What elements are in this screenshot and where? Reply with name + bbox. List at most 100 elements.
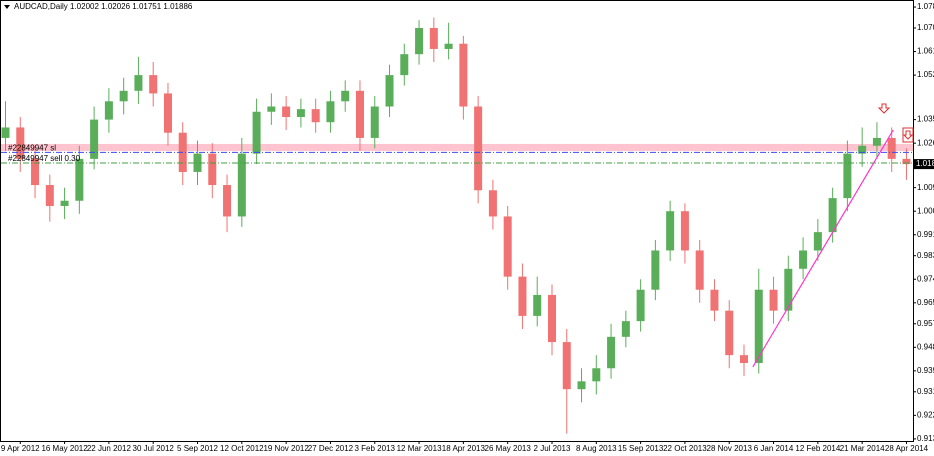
x-tick-label: 15 Sep 2013 xyxy=(618,444,664,453)
candle-body xyxy=(887,137,896,159)
y-tick-label: 1.061 xyxy=(917,47,934,56)
order-level-label: #22849947 sl xyxy=(8,143,56,152)
candle-body xyxy=(607,336,616,369)
x-tick-label: 6 Jan 2014 xyxy=(754,444,794,453)
x-tick-label: 5 Sep 2012 xyxy=(177,444,218,453)
y-tick-label: 0.948 xyxy=(917,342,934,351)
x-tick-label: 12 Feb 2014 xyxy=(795,444,840,453)
y-tick-label: 1.009 xyxy=(917,183,934,192)
sell-arrow xyxy=(877,103,891,114)
candle-body xyxy=(740,355,748,364)
order-arrow xyxy=(902,130,914,140)
candle-body xyxy=(193,153,202,172)
candle-body xyxy=(1,127,10,138)
y-tick-label: 0.983 xyxy=(917,251,934,260)
candle-body xyxy=(843,153,852,199)
candle-body xyxy=(208,153,217,186)
y-tick-label: 0.957 xyxy=(917,319,934,328)
candle-body xyxy=(16,127,25,159)
candle-body xyxy=(296,109,305,117)
x-tick-label: 18 Apr 2013 xyxy=(442,444,486,453)
x-tick-label: 26 May 2013 xyxy=(485,444,532,453)
arrow-icons xyxy=(877,103,914,143)
last-price-label: 1.018 xyxy=(916,159,934,168)
x-tick-label: 2 Jul 2013 xyxy=(534,444,571,453)
candle-body xyxy=(90,119,99,159)
x-tick-label: 22 Jun 2012 xyxy=(87,444,132,453)
candle-body xyxy=(799,250,808,269)
candle-body xyxy=(149,75,158,94)
candle-body xyxy=(784,268,793,311)
candle-body xyxy=(577,381,586,390)
x-tick-label: 12 Oct 2012 xyxy=(220,444,264,453)
candle-body xyxy=(119,90,128,102)
y-tick-label: 0.974 xyxy=(917,274,934,283)
candle-body xyxy=(680,211,689,251)
candle-body xyxy=(223,185,232,217)
candle-body xyxy=(636,289,645,322)
candle-body xyxy=(415,28,424,55)
y-tick-label: 0.922 xyxy=(917,410,934,419)
candle-body xyxy=(311,109,320,123)
y-tick-label: 0.965 xyxy=(917,298,934,307)
candle-body xyxy=(474,106,483,191)
candle-body xyxy=(400,54,409,76)
candle-body xyxy=(267,106,276,112)
y-tick-label: 0.931 xyxy=(917,387,934,396)
candle-body xyxy=(370,106,379,138)
candle-body xyxy=(666,211,675,251)
candle-body xyxy=(459,43,468,107)
candle-body xyxy=(813,232,822,251)
candle-body xyxy=(341,90,350,102)
candle-body xyxy=(134,75,143,91)
candle-body xyxy=(533,294,542,316)
candle-body xyxy=(518,276,527,316)
x-tick-label: 16 May 2012 xyxy=(41,444,88,453)
x-tick-label: 9 Apr 2012 xyxy=(1,444,40,453)
candle-body xyxy=(104,101,113,120)
candle-body xyxy=(858,145,867,154)
plot-frame xyxy=(0,0,914,442)
candle-body xyxy=(621,321,630,337)
y-tick-label: 1.052 xyxy=(917,70,934,79)
x-tick-label: 19 Nov 2012 xyxy=(263,444,309,453)
order-level-label: #22849947 sell 0.30 xyxy=(8,154,81,163)
y-tick-label: 1.070 xyxy=(917,23,934,32)
x-tick-label: 8 Aug 2013 xyxy=(576,444,617,453)
candle-body xyxy=(547,294,556,343)
x-tick-label: 12 Mar 2013 xyxy=(397,444,442,453)
candle-body xyxy=(355,90,364,138)
candle-body xyxy=(902,158,911,165)
last-price-box xyxy=(914,159,934,170)
y-tick-label: 0.913 xyxy=(917,434,934,443)
candle-body xyxy=(592,368,601,382)
x-tick-label: 22 Oct 2013 xyxy=(663,444,707,453)
price-zone xyxy=(1,143,913,152)
candle-body xyxy=(695,250,704,290)
candle-body xyxy=(326,101,335,123)
y-tick-label: 1.000 xyxy=(917,206,934,215)
y-tick-label: 1.026 xyxy=(917,138,934,147)
trendline xyxy=(752,129,894,368)
candle-body xyxy=(710,289,719,311)
candle-body xyxy=(503,216,512,277)
candle-body xyxy=(562,342,571,390)
candle-body xyxy=(75,158,84,201)
candle-body xyxy=(444,43,453,49)
chart-title: AUDCAD,Daily 1.02002 1.02026 1.01751 1.0… xyxy=(14,2,193,11)
y-tick-label: 1.078 xyxy=(917,2,934,11)
order-marker xyxy=(902,127,914,143)
candle-body xyxy=(45,185,54,206)
candle-body xyxy=(488,190,497,217)
candle-body xyxy=(385,75,394,107)
x-tick-label: 30 Jul 2012 xyxy=(133,444,175,453)
candle-body xyxy=(282,106,291,117)
x-tick-label: 28 Apr 2014 xyxy=(885,444,929,453)
x-tick-label: 3 Feb 2013 xyxy=(355,444,396,453)
x-tick-label: 27 Dec 2012 xyxy=(308,444,354,453)
candle-body xyxy=(429,28,438,49)
candle-body xyxy=(725,310,734,356)
candle-body xyxy=(60,200,69,206)
menu-triangle xyxy=(4,5,10,9)
